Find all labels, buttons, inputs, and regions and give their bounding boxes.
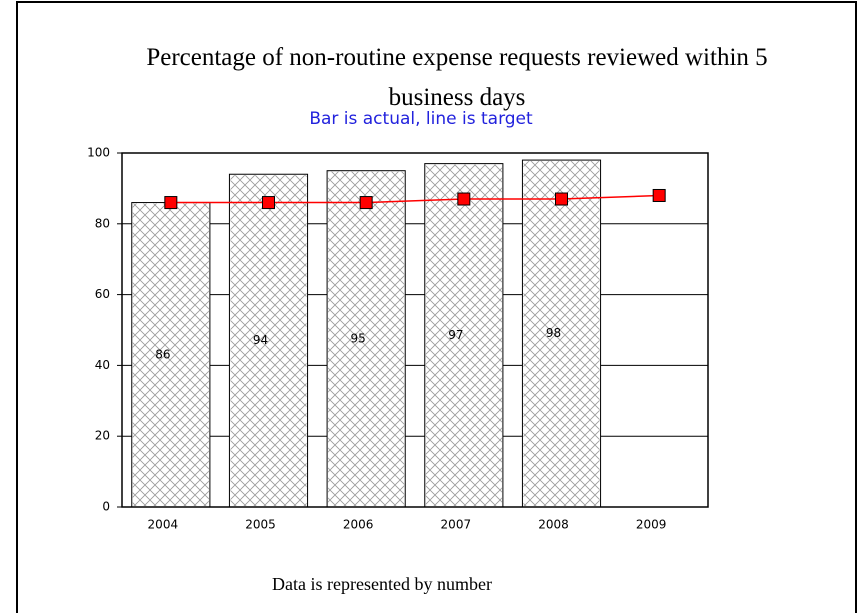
target-marker	[359, 196, 373, 210]
data-label: 97	[448, 328, 463, 342]
bar-hatch	[230, 175, 307, 507]
bar-hatch	[328, 171, 405, 506]
y-tick-label: 20	[95, 429, 110, 443]
footer-note: Data is represented by number	[272, 574, 492, 594]
x-tick-label: 2004	[148, 518, 179, 532]
y-tick-label: 100	[87, 146, 110, 160]
y-tick-label: 40	[95, 358, 110, 372]
data-label: 95	[351, 331, 366, 345]
target-marker	[652, 188, 666, 202]
chart-subtitle: Bar is actual, line is target	[309, 109, 533, 129]
target-marker	[262, 196, 275, 210]
data-label: 98	[546, 326, 561, 340]
y-tick-label: 60	[95, 287, 110, 301]
x-tick-label: 2006	[343, 518, 374, 532]
data-label: 94	[253, 333, 268, 347]
bar-hatch	[523, 161, 600, 506]
bar-hatch	[425, 164, 502, 506]
target-line	[170, 194, 660, 204]
x-tick-label: 2005	[245, 518, 276, 532]
y-tick-label: 0	[102, 500, 110, 514]
target-marker	[164, 196, 178, 210]
chart-title: Percentage of non-routine expense reques…	[146, 44, 768, 111]
y-tick-label: 80	[95, 216, 110, 230]
bar-hatch	[132, 203, 209, 506]
x-tick-label: 2009	[636, 518, 667, 532]
plot-border	[121, 152, 709, 508]
x-tick-label: 2008	[538, 518, 569, 532]
x-tick-label: 2007	[441, 518, 472, 532]
frame	[16, 1, 857, 613]
target-marker	[457, 192, 471, 206]
target-marker	[555, 192, 568, 206]
data-label: 86	[155, 347, 170, 361]
